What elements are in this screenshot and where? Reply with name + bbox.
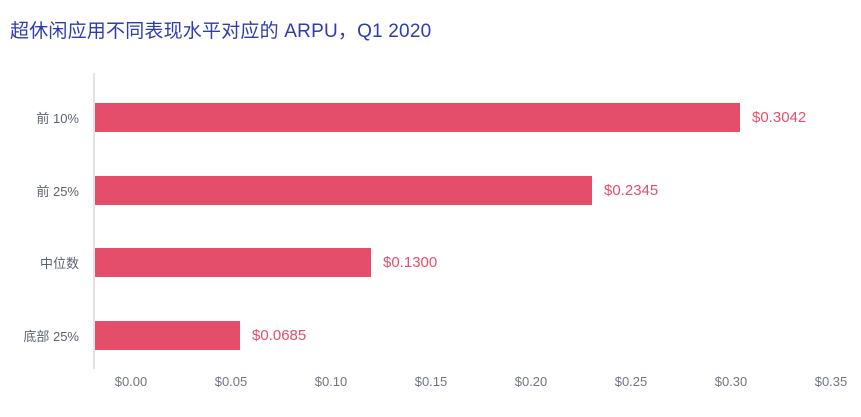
- category-label: 底部 25%: [23, 329, 79, 344]
- value-label: $0.3042: [752, 109, 807, 126]
- bar: [95, 103, 740, 132]
- value-label: $0.2345: [604, 182, 659, 199]
- category-label: 中位数: [39, 256, 79, 271]
- x-tick-label: $0.10: [314, 374, 348, 389]
- x-tick-label: $0.25: [614, 374, 648, 389]
- y-axis-line: [93, 73, 95, 369]
- bar: [95, 321, 240, 350]
- x-tick-label: $0.15: [414, 374, 448, 389]
- x-tick-label: $0.20: [514, 374, 548, 389]
- x-tick-label: $0.30: [714, 374, 748, 389]
- x-tick-label: $0.05: [214, 374, 248, 389]
- x-tick-label: $0.35: [814, 374, 848, 389]
- chart-title: 超休闲应用不同表现水平对应的 ARPU，Q1 2020: [10, 21, 432, 42]
- category-label: 前 25%: [36, 184, 79, 199]
- value-label: $0.0685: [252, 327, 307, 344]
- bar: [95, 248, 371, 277]
- category-label: 前 10%: [36, 111, 79, 126]
- value-label: $0.1300: [383, 254, 438, 271]
- x-tick-label: $0.00: [114, 374, 148, 389]
- bar: [95, 176, 592, 205]
